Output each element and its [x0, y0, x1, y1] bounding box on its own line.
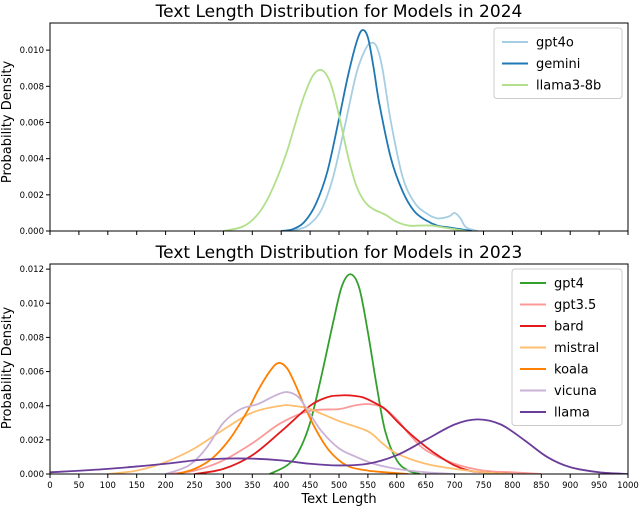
series-line-llama3-8b — [223, 68, 467, 231]
legend-label-gpt4o: gpt4o — [536, 36, 574, 51]
y-axis-label: Probability Density — [0, 307, 15, 430]
chart-title: Text Length Distribution for Models in 2… — [155, 2, 523, 22]
y-tick-label: 0.004 — [20, 402, 44, 412]
x-tick-label: 50 — [73, 481, 84, 491]
legend-label-mistral: mistral — [554, 341, 599, 356]
y-tick-label: 0.000 — [20, 470, 44, 480]
x-tick-label: 300 — [215, 481, 231, 491]
x-tick-label: 850 — [533, 481, 549, 491]
x-tick-label: 100 — [100, 481, 116, 491]
legend: gpt4o gemini llama3-8b — [493, 27, 623, 99]
y-tick-label: 0.004 — [20, 155, 44, 165]
x-tick-label: 800 — [504, 481, 520, 491]
x-tick-label: 450 — [302, 481, 318, 491]
x-tick-label: 700 — [446, 481, 462, 491]
series-line-gpt4 — [269, 273, 421, 474]
x-tick-label: 350 — [244, 481, 260, 491]
legend-box — [493, 27, 623, 99]
series-line-bard — [194, 394, 513, 474]
y-tick-label: 0.006 — [20, 118, 44, 128]
x-tick-label: 600 — [389, 481, 405, 491]
y-tick-label: 0.002 — [20, 191, 44, 201]
legend-label-bard: bard — [554, 320, 584, 335]
y-tick-label: 0.010 — [20, 299, 44, 309]
x-tick-label: 550 — [360, 481, 376, 491]
legend: gpt4 gpt3.5 bard mistral koala vicuna llama — [511, 268, 623, 426]
x-tick-label: 250 — [186, 481, 202, 491]
axes-frame — [49, 22, 629, 232]
series-line-gpt4o — [281, 41, 478, 231]
x-tick-label: 0 — [47, 481, 52, 491]
x-tick-label: 750 — [475, 481, 491, 491]
x-tick-label: 950 — [591, 481, 607, 491]
y-tick-label: 0.008 — [20, 333, 44, 343]
x-tick-label: 1000 — [617, 481, 639, 491]
x-tick-label: 400 — [273, 481, 289, 491]
y-tick-label: 0.000 — [20, 227, 44, 237]
y-tick-label: 0.012 — [20, 265, 44, 275]
legend-label-llama: llama — [554, 406, 590, 421]
chart-title: Text Length Distribution for Models in 2… — [155, 243, 523, 263]
legend-box — [511, 268, 623, 426]
x-tick-label: 150 — [129, 481, 145, 491]
y-tick-label: 0.002 — [20, 436, 44, 446]
plot-area: 0.000 0.002 0.004 0.006 0.008 0.010 — [20, 29, 629, 237]
y-tick-label: 0.008 — [20, 82, 44, 92]
series-line-vicuna — [165, 391, 455, 474]
series-line-mistral — [107, 404, 513, 474]
series-line-llama — [50, 418, 628, 474]
axes-frame — [49, 263, 629, 475]
y-tick-label: 0.006 — [20, 368, 44, 378]
legend-label-gpt4: gpt4 — [554, 277, 584, 292]
x-tick-label: 650 — [418, 481, 434, 491]
legend-label-gemini: gemini — [536, 57, 580, 72]
x-tick-label: 900 — [562, 481, 578, 491]
series-line-gemini — [281, 29, 473, 231]
legend-label-vicuna: vicuna — [554, 384, 597, 399]
y-tick-label: 0.010 — [20, 46, 44, 56]
legend-label-llama3-8b: llama3-8b — [536, 79, 601, 94]
x-tick-label: 500 — [331, 481, 347, 491]
series-line-koala — [176, 362, 409, 474]
y-axis-label: Probability Density — [0, 61, 15, 184]
chart-2023: Text Length Distribution for Models in 2… — [0, 243, 639, 507]
legend-label-gpt3.5: gpt3.5 — [554, 298, 596, 313]
chart-2024: Text Length Distribution for Models in 2… — [0, 2, 629, 237]
x-axis-label: Text Length — [300, 492, 376, 507]
x-tick-label: 200 — [157, 481, 173, 491]
plot-area: 0.000 0.002 0.004 0.006 0.008 0.010 0.012 0 50 10… — [20, 265, 639, 491]
series-line-gpt3.5 — [165, 403, 542, 474]
legend-label-koala: koala — [554, 363, 589, 378]
